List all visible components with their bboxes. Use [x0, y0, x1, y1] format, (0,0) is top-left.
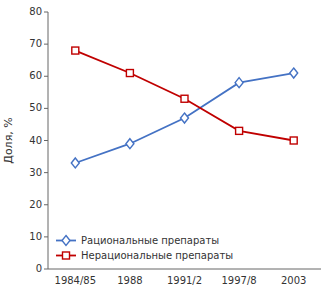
y-tick-label: 70 — [29, 38, 42, 49]
y-tick — [44, 236, 48, 237]
point — [71, 158, 79, 168]
point — [126, 139, 134, 149]
legend-marker — [62, 236, 70, 246]
x-axis-line — [48, 269, 321, 270]
y-tick-label: 40 — [29, 135, 42, 146]
y-tick — [44, 108, 48, 109]
chart-svg: 0 10 20 30 40 50 60 70 80 1984/85 1988 1991/2 1997/8… — [0, 0, 331, 295]
point — [235, 78, 243, 88]
y-tick-label: 30 — [29, 167, 42, 178]
y-tick — [44, 44, 48, 45]
plot-area — [71, 47, 297, 168]
x-tick-label: 1991/2 — [167, 275, 202, 286]
y-tick — [44, 12, 48, 13]
x-tick-label: 2003 — [281, 275, 306, 286]
point — [236, 127, 243, 134]
point — [72, 47, 79, 54]
chart-container: 0 10 20 30 40 50 60 70 80 1984/85 1988 1991/2 1997/8… — [0, 0, 331, 295]
series-line — [75, 73, 293, 163]
x-tick-label: 1984/85 — [55, 275, 97, 286]
y-axis-label: Доля, % — [2, 117, 15, 163]
legend-label: Нерациональные препараты — [81, 250, 233, 261]
x-tick-label: 1988 — [117, 275, 142, 286]
y-tick — [44, 204, 48, 205]
point — [181, 95, 188, 102]
y-tick-label: 0 — [36, 263, 42, 274]
legend-marker — [63, 252, 70, 259]
point — [181, 113, 189, 123]
point — [126, 70, 133, 77]
y-tick-label: 20 — [29, 199, 42, 210]
point — [290, 68, 298, 78]
x-tick-label: 1997/8 — [222, 275, 257, 286]
point — [290, 137, 297, 144]
y-tick-label: 60 — [29, 70, 42, 81]
series-line — [75, 51, 293, 141]
y-tick — [44, 172, 48, 173]
y-tick-label: 10 — [29, 231, 42, 242]
y-tick — [44, 269, 48, 270]
y-tick — [44, 76, 48, 77]
y-tick-label: 50 — [29, 102, 42, 113]
legend: Рациональные препараты Нерациональные пре… — [56, 235, 233, 261]
legend-label: Рациональные препараты — [81, 235, 219, 246]
y-tick — [44, 140, 48, 141]
y-tick-label: 80 — [29, 6, 42, 17]
